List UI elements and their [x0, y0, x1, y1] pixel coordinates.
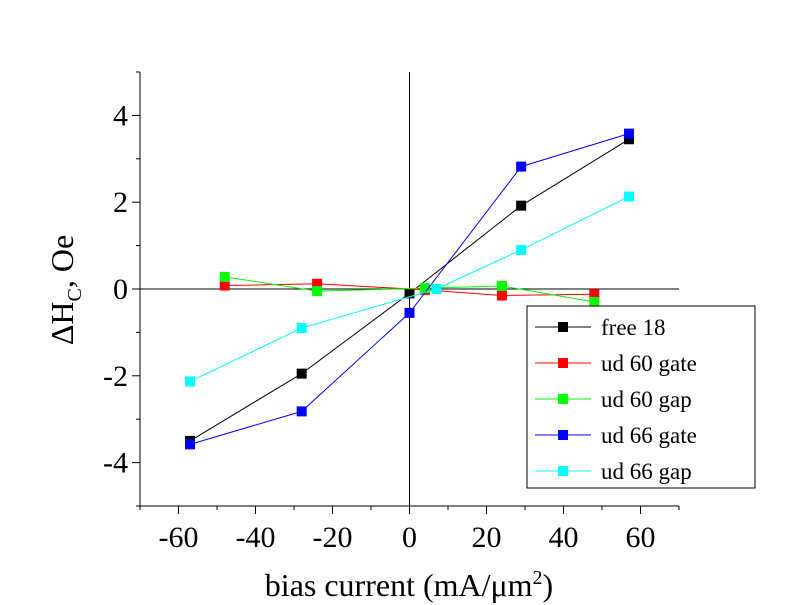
y-tick-label: -2: [103, 360, 128, 393]
y-axis-title-subscript: C: [64, 288, 86, 301]
x-tick-label: -20: [313, 521, 353, 554]
legend-marker: [558, 394, 568, 404]
y-tick-label: -4: [103, 447, 128, 480]
legend-label: ud 60 gap: [601, 387, 692, 412]
legend-label: free 18: [601, 315, 666, 340]
data-point: [589, 289, 600, 300]
data-point: [296, 323, 307, 334]
y-tick-label: 4: [113, 99, 128, 132]
data-point: [496, 280, 507, 291]
x-tick-label: 20: [472, 521, 502, 554]
legend-marker: [558, 322, 568, 332]
legend-label: ud 60 gate: [601, 351, 697, 376]
data-point: [312, 278, 323, 289]
legend-item: ud 60 gap: [535, 387, 692, 412]
data-point: [496, 290, 507, 301]
legend-item: ud 66 gap: [535, 459, 692, 484]
data-point: [219, 271, 230, 282]
x-axis-title-superscript: 2: [533, 567, 543, 589]
series: [185, 128, 634, 450]
legend-label: ud 66 gate: [601, 423, 697, 448]
legend-marker: [558, 430, 568, 440]
data-point: [431, 284, 442, 294]
data-point: [296, 406, 307, 417]
data-point: [516, 200, 527, 211]
data-point: [185, 376, 196, 387]
data-point: [589, 297, 600, 308]
y-axis-title: ΔHC, Oe: [44, 235, 86, 345]
legend-item: ud 60 gate: [535, 351, 697, 376]
data-point: [185, 439, 196, 450]
series-layer: [185, 128, 634, 450]
data-point: [404, 288, 415, 299]
data-point: [623, 128, 634, 139]
data-point: [312, 286, 323, 297]
data-point: [404, 307, 415, 318]
legend-marker: [558, 358, 568, 368]
data-point: [623, 191, 634, 202]
y-tick-label: 0: [113, 273, 128, 306]
legend: free 18 ud 60 gate ud 60 gap ud 66 gate ud 6…: [526, 305, 756, 489]
data-point: [516, 161, 527, 172]
data-point: [296, 368, 307, 379]
x-tick-label: 40: [549, 521, 579, 554]
legend-item: free 18: [535, 315, 666, 340]
x-axis-title: bias current (mA/μm2): [265, 567, 553, 603]
data-point: [516, 244, 527, 255]
data-point: [419, 283, 430, 294]
data-point: [623, 134, 634, 145]
x-tick-label: -40: [236, 521, 276, 554]
x-tick-label: -60: [159, 521, 199, 554]
series: [219, 271, 600, 308]
series: [185, 191, 634, 387]
x-tick-label: 60: [626, 521, 656, 554]
data-point: [219, 280, 230, 291]
y-tick-label: 2: [113, 186, 128, 219]
legend-label: ud 66 gap: [601, 459, 692, 484]
legend-marker: [558, 466, 568, 476]
legend-item: ud 66 gate: [535, 423, 697, 448]
x-tick-label: 0: [402, 521, 417, 554]
